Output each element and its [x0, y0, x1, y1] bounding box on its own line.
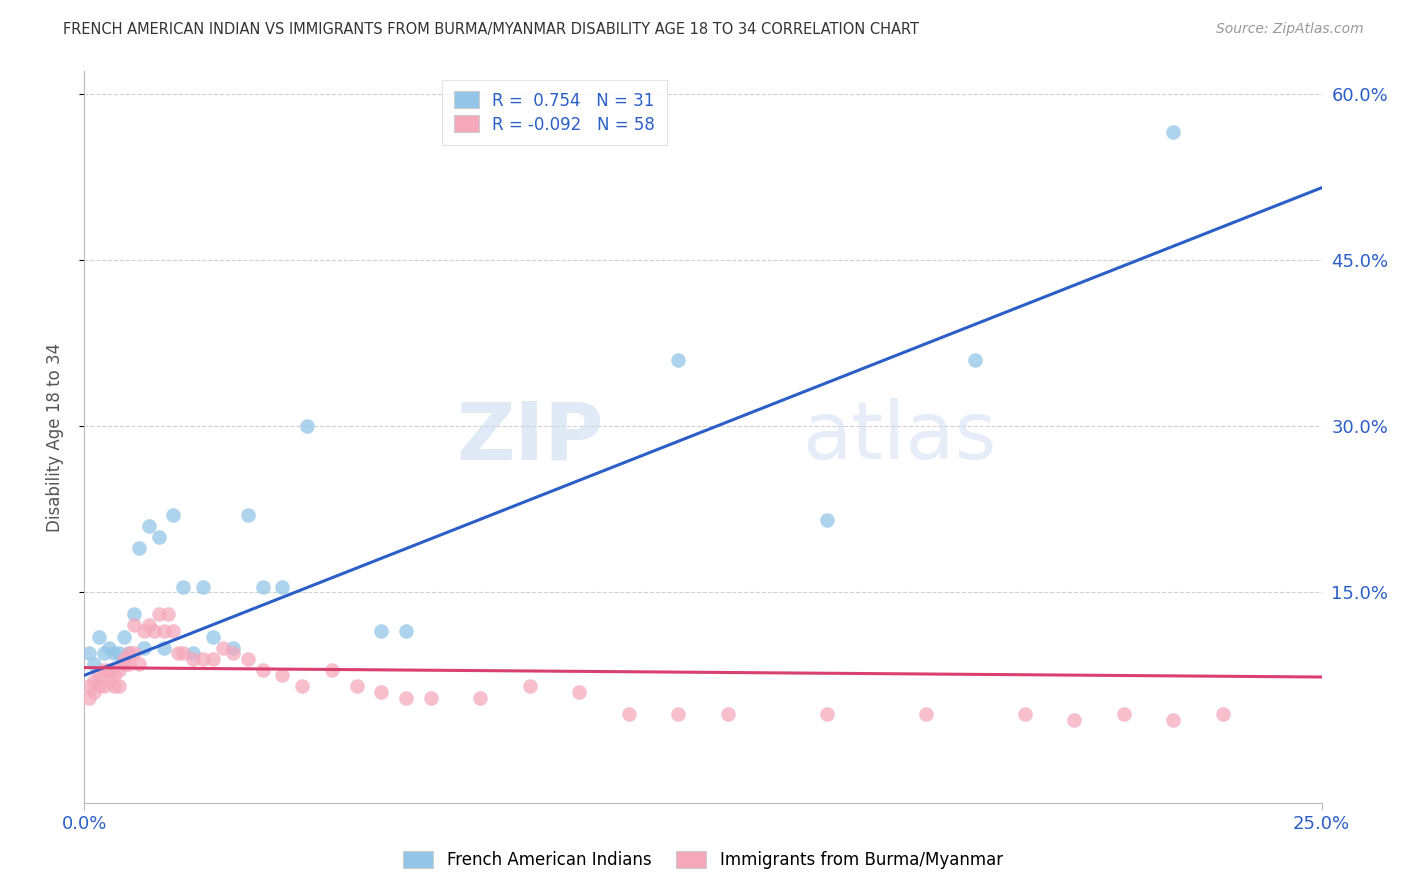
Point: [128, 541, 150, 555]
Point: [148, 607, 170, 622]
Point: [98, 663, 121, 677]
Point: [108, 646, 131, 660]
Point: [157, 607, 180, 622]
Point: [1161, 713, 1184, 727]
Point: [138, 618, 160, 632]
Point: [252, 580, 274, 594]
Point: [1063, 713, 1085, 727]
Point: [815, 513, 838, 527]
Point: [717, 707, 740, 722]
Point: [252, 663, 274, 677]
Point: [112, 630, 135, 644]
Point: [98, 673, 121, 688]
Text: atlas: atlas: [801, 398, 997, 476]
Point: [142, 624, 165, 638]
Point: [89, 630, 111, 644]
Point: [79, 646, 101, 660]
Legend: French American Indians, Immigrants from Burma/Myanmar: French American Indians, Immigrants from…: [394, 841, 1012, 880]
Point: [162, 624, 184, 638]
Point: [202, 630, 225, 644]
Point: [1112, 707, 1135, 722]
Point: [295, 419, 318, 434]
Point: [172, 580, 194, 594]
Text: ZIP: ZIP: [457, 398, 605, 476]
Point: [103, 680, 125, 694]
Point: [83, 657, 105, 672]
Point: [108, 663, 131, 677]
Point: [395, 624, 418, 638]
Point: [222, 640, 245, 655]
Point: [103, 668, 125, 682]
Point: [103, 646, 125, 660]
Point: [162, 508, 184, 522]
Point: [152, 624, 174, 638]
Point: [79, 690, 101, 705]
Point: [617, 707, 640, 722]
Point: [122, 607, 145, 622]
Point: [666, 352, 689, 367]
Point: [271, 668, 294, 682]
Legend: R =  0.754   N = 31, R = -0.092   N = 58: R = 0.754 N = 31, R = -0.092 N = 58: [443, 79, 666, 145]
Point: [112, 657, 135, 672]
Y-axis label: Disability Age 18 to 34: Disability Age 18 to 34: [45, 343, 63, 532]
Point: [118, 646, 141, 660]
Point: [271, 580, 294, 594]
Point: [181, 651, 204, 665]
Point: [291, 680, 314, 694]
Point: [112, 651, 135, 665]
Point: [118, 657, 141, 672]
Text: FRENCH AMERICAN INDIAN VS IMMIGRANTS FROM BURMA/MYANMAR DISABILITY AGE 18 TO 34 : FRENCH AMERICAN INDIAN VS IMMIGRANTS FRO…: [63, 22, 920, 37]
Point: [108, 680, 131, 694]
Point: [914, 707, 936, 722]
Point: [370, 685, 392, 699]
Point: [181, 646, 204, 660]
Point: [118, 646, 141, 660]
Point: [148, 530, 170, 544]
Point: [93, 663, 115, 677]
Point: [321, 663, 343, 677]
Point: [122, 646, 145, 660]
Point: [815, 707, 838, 722]
Point: [172, 646, 194, 660]
Point: [132, 640, 155, 655]
Point: [98, 640, 121, 655]
Point: [470, 690, 492, 705]
Point: [568, 685, 591, 699]
Point: [128, 657, 150, 672]
Point: [122, 618, 145, 632]
Point: [202, 651, 225, 665]
Point: [1014, 707, 1036, 722]
Point: [93, 680, 115, 694]
Point: [132, 624, 155, 638]
Point: [212, 640, 235, 655]
Point: [222, 646, 245, 660]
Point: [152, 640, 174, 655]
Point: [419, 690, 441, 705]
Point: [83, 673, 105, 688]
Point: [79, 680, 101, 694]
Point: [93, 646, 115, 660]
Point: [138, 518, 160, 533]
Point: [666, 707, 689, 722]
Point: [83, 685, 105, 699]
Point: [1161, 125, 1184, 139]
Point: [191, 580, 214, 594]
Point: [519, 680, 541, 694]
Text: Source: ZipAtlas.com: Source: ZipAtlas.com: [1216, 22, 1364, 37]
Point: [395, 690, 418, 705]
Point: [370, 624, 392, 638]
Point: [167, 646, 190, 660]
Point: [965, 352, 987, 367]
Point: [236, 651, 259, 665]
Point: [89, 668, 111, 682]
Point: [346, 680, 368, 694]
Point: [236, 508, 259, 522]
Point: [1212, 707, 1234, 722]
Point: [191, 651, 214, 665]
Point: [89, 680, 111, 694]
